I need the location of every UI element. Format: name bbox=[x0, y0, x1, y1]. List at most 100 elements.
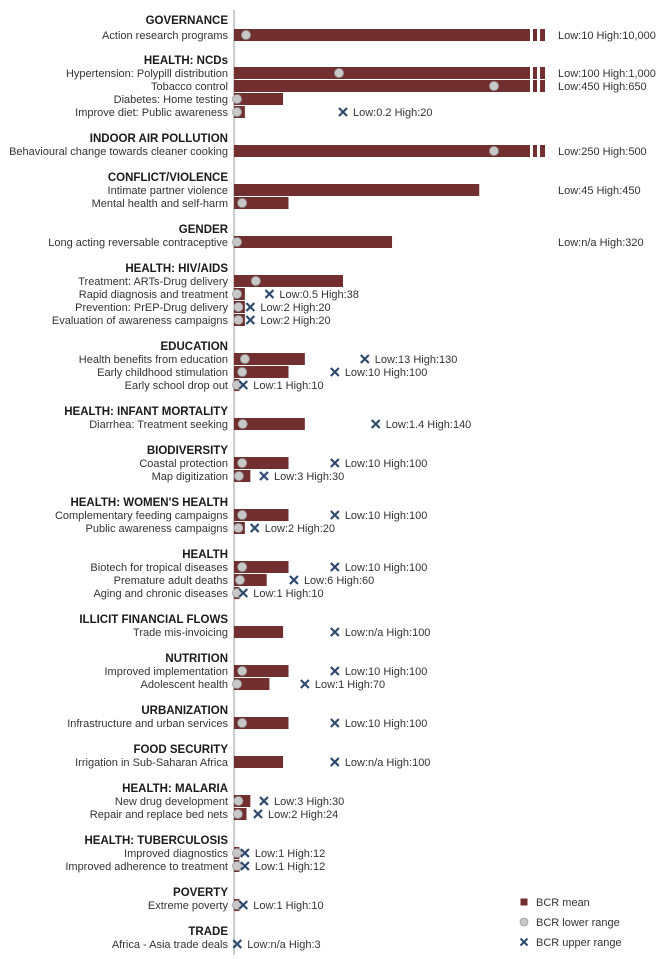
item-label: Repair and replace bed nets bbox=[90, 809, 229, 821]
legend-label: BCR upper range bbox=[536, 937, 622, 949]
range-label: Low:3 High:30 bbox=[274, 471, 344, 483]
group-title-health-infant-mortality: HEALTH: INFANT MORTALITY bbox=[64, 406, 228, 418]
group-title-health: HEALTH bbox=[182, 549, 228, 561]
legend-item-bcr-upper-range: BCR upper range bbox=[519, 937, 622, 949]
bcr-mean-bar bbox=[234, 418, 305, 430]
group-title-health-malaria: HEALTH: MALARIA bbox=[122, 783, 228, 795]
bcr-upper-range-marker bbox=[370, 419, 381, 429]
range-label: Low:n/a High:100 bbox=[345, 757, 431, 769]
item-label: Irrigation in Sub-Saharan Africa bbox=[75, 757, 229, 769]
range-label: Low:10 High:100 bbox=[345, 718, 428, 730]
row-action-research-programs: Action research programs Low:10 High:10,0… bbox=[102, 29, 656, 42]
item-label: Infrastructure and urban services bbox=[67, 718, 228, 730]
bcr-lower-range-marker bbox=[232, 289, 242, 299]
bcr-lower-range-marker bbox=[237, 198, 248, 208]
range-label: Low:450 High:650 bbox=[558, 81, 647, 93]
group-title-biodiversity: BIODIVERSITY bbox=[147, 445, 228, 457]
bcr-lower-range-marker bbox=[239, 354, 250, 364]
item-label: Trade mis-invoicing bbox=[133, 627, 228, 639]
bcr-upper-range-marker bbox=[330, 367, 340, 377]
range-label: Low:1 High:10 bbox=[253, 588, 323, 600]
bcr-upper-range-marker bbox=[249, 523, 260, 533]
row-complementary-feeding-campaigns: Complementary feeding campaigns Low:10 Hi… bbox=[55, 509, 427, 522]
item-label: Coastal protection bbox=[139, 458, 228, 470]
item-label: Early childhood stimulation bbox=[97, 367, 228, 379]
bcr-upper-range-marker bbox=[330, 666, 340, 676]
row-improved-adherence-to-treatment: Improved adherence to treatment Low:1 Hig… bbox=[65, 860, 325, 873]
range-label: Low:10 High:100 bbox=[345, 666, 428, 678]
row-new-drug-development: New drug development Low:3 High:30 bbox=[115, 795, 344, 808]
group-title-indoor-air-pollution: INDOOR AIR POLLUTION bbox=[90, 133, 228, 145]
item-label: Hypertension: Polypill distribution bbox=[66, 68, 228, 80]
bcr-mean-bar-break-segment bbox=[540, 80, 545, 92]
bcr-mean-bar bbox=[234, 184, 480, 196]
bcr-mean-bar-break-segment bbox=[533, 29, 537, 41]
bcr-mean-bar bbox=[234, 678, 270, 690]
bcr-upper-range-marker bbox=[259, 796, 269, 806]
legend-swatch bbox=[519, 917, 529, 927]
group-title-nutrition: NUTRITION bbox=[165, 653, 228, 665]
row-mental-health-and-self-harm: Mental health and self-harmLow:10 High:1… bbox=[92, 197, 289, 210]
group-title-conflict-violence: CONFLICT/VIOLENCE bbox=[108, 172, 228, 184]
bcr-lower-range-marker bbox=[489, 81, 499, 91]
legend-label: BCR mean bbox=[536, 897, 590, 909]
group-title-poverty: POVERTY bbox=[173, 887, 228, 899]
group-title-health-women-s-health: HEALTH: WOMEN'S HEALTH bbox=[70, 497, 228, 509]
bcr-upper-range-marker bbox=[253, 809, 263, 819]
group-title-governance: GOVERNANCE bbox=[146, 15, 229, 27]
item-label: Health benefits from education bbox=[79, 354, 228, 366]
bcr-lower-range-marker bbox=[232, 107, 242, 117]
row-coastal-protection: Coastal protection Low:10 High:100 bbox=[139, 457, 427, 470]
row-prevention-prep-drug-delivery: Prevention: PrEP-Drug delivery Low:2 High… bbox=[75, 301, 331, 314]
bcr-mean-bar bbox=[234, 457, 289, 469]
item-label: Long acting reversable contraceptive bbox=[48, 237, 228, 249]
item-label: Behavioural change towards cleaner cooki… bbox=[9, 146, 228, 158]
row-improved-diagnostics: Improved diagnostics Low:1 High:12 bbox=[124, 847, 325, 860]
bcr-upper-range-marker bbox=[245, 302, 256, 312]
bcr-upper-range-marker bbox=[259, 471, 269, 481]
row-improve-diet-public-awareness: Improve diet: Public awareness Low:0.2 Hi… bbox=[75, 106, 433, 119]
bcr-lower-range-marker bbox=[233, 796, 244, 806]
bcr-lower-range-marker bbox=[237, 718, 248, 728]
range-label: Low:0.2 High:20 bbox=[353, 107, 433, 119]
range-label: Low:0.5 High:38 bbox=[279, 289, 359, 301]
legend-item-bcr-mean: BCR mean bbox=[520, 897, 590, 909]
bcr-mean-bar-break-segment bbox=[533, 145, 537, 157]
item-label: Prevention: PrEP-Drug delivery bbox=[75, 302, 228, 314]
item-label: Map digitization bbox=[152, 471, 228, 483]
bcr-lower-range-marker bbox=[237, 562, 248, 572]
row-trade-mis-invoicing: Trade mis-invoicing Low:n/a High:100 bbox=[133, 626, 430, 639]
range-label: Low:2 High:20 bbox=[265, 523, 335, 535]
bcr-mean-bar-break-segment bbox=[533, 67, 537, 79]
bcr-lower-range-marker bbox=[232, 237, 242, 247]
row-health-benefits-from-education: Health benefits from education Low:13 Hig… bbox=[79, 353, 457, 366]
range-label: Low:1 High:12 bbox=[255, 848, 325, 860]
bcr-lower-range-marker bbox=[489, 146, 499, 156]
item-label: Early school drop out bbox=[125, 380, 228, 392]
bcr-upper-range-marker bbox=[338, 107, 348, 117]
row-early-school-drop-out: Early school drop out Low:1 High:10 bbox=[125, 379, 324, 392]
bcr-lower-range-marker bbox=[232, 679, 242, 689]
legend-swatch bbox=[519, 937, 529, 947]
bcr-lower-range-marker bbox=[232, 380, 242, 390]
bcr-mean-bar bbox=[234, 93, 284, 105]
bcr-lower-range-marker bbox=[233, 302, 244, 312]
range-label: Low:250 High:500 bbox=[558, 146, 647, 158]
bcr-mean-bar bbox=[234, 197, 289, 209]
range-label: Low:10 High:100 bbox=[345, 562, 428, 574]
item-label: Improved diagnostics bbox=[124, 848, 228, 860]
bcr-mean-bar bbox=[234, 717, 289, 729]
bcr-mean-bar bbox=[234, 665, 289, 677]
item-label: Improve diet: Public awareness bbox=[75, 107, 228, 119]
bcr-lower-range-marker bbox=[237, 510, 248, 520]
bcr-mean-bar-break-segment bbox=[533, 80, 537, 92]
row-aging-and-chronic-diseases: Aging and chronic diseases Low:1 High:10 bbox=[93, 587, 324, 600]
item-label: Diarrhea: Treatment seeking bbox=[89, 419, 228, 431]
row-premature-adult-deaths: Premature adult deaths Low:6 High:60 bbox=[114, 574, 374, 587]
range-label: Low:10 High:100 bbox=[345, 458, 428, 470]
item-label: Aging and chronic diseases bbox=[93, 588, 228, 600]
bcr-lower-range-marker bbox=[237, 458, 248, 468]
group-title-food-security: FOOD SECURITY bbox=[133, 744, 228, 756]
row-long-acting-reversable-contraceptive: Long acting reversable contraceptive Low:… bbox=[48, 236, 644, 249]
